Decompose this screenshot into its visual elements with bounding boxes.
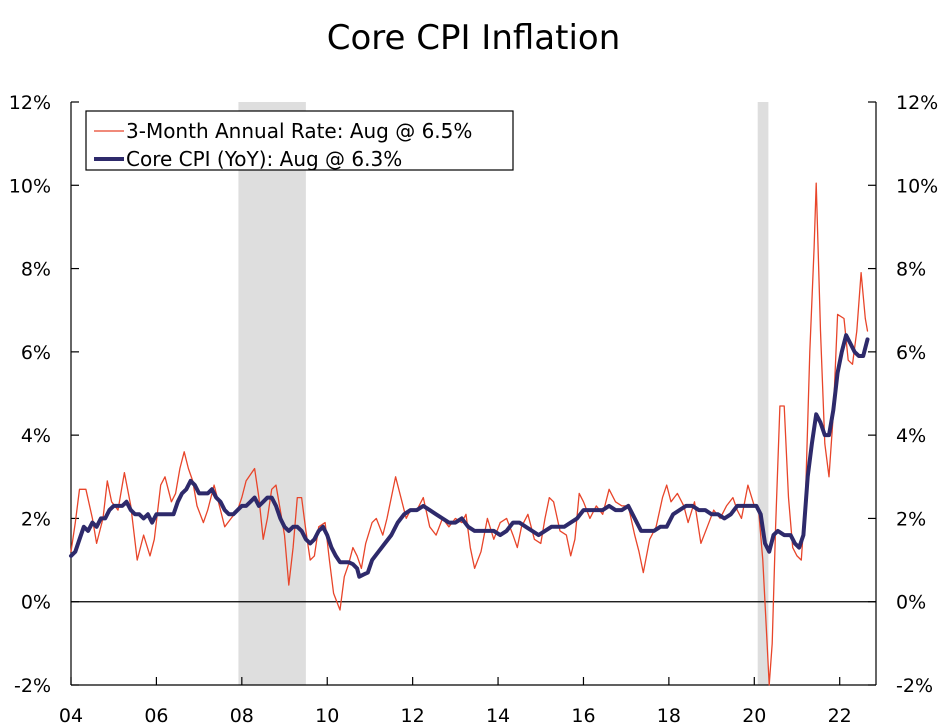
y-tick-label-left: 0% <box>21 592 51 614</box>
legend-label: 3-Month Annual Rate: Aug @ 6.5% <box>126 119 472 143</box>
y-tick-label-right: 10% <box>896 175 938 197</box>
chart-title: Core CPI Inflation <box>326 18 621 58</box>
axes <box>70 102 877 686</box>
x-tick-label: 06 <box>144 705 168 727</box>
y-tick-label-right: 0% <box>896 592 926 614</box>
y-tick-label-left: -2% <box>14 675 51 697</box>
y-tick-label-left: 6% <box>21 342 51 364</box>
y-tick-label-right: 2% <box>896 508 926 530</box>
y-tick-label-left: 8% <box>21 259 51 281</box>
y-tick-label-right: -2% <box>896 675 933 697</box>
x-tick-label: 16 <box>571 705 595 727</box>
series-line-core-cpi-yoy <box>69 333 870 579</box>
y-tick-label-left: 2% <box>21 508 51 530</box>
series-line-3m-annual-rate <box>70 182 869 686</box>
x-tick-label: 20 <box>742 705 766 727</box>
x-tick-label: 14 <box>486 705 510 727</box>
x-tick-label: 04 <box>59 705 83 727</box>
y-tick-label-right: 6% <box>896 342 926 364</box>
recession-band-0 <box>238 102 306 685</box>
series-group <box>69 182 870 686</box>
x-tick-label: 22 <box>828 705 852 727</box>
y-tick-label-left: 10% <box>9 175 51 197</box>
x-tick-label: 10 <box>315 705 339 727</box>
ticks: -2% -2% 0% 0% 2% 2% 4% 4% 6% 6% 8% 8% 10% 10% 12% 12% 04… <box>9 92 938 727</box>
legend: 3-Month Annual Rate: Aug @ 6.5% Core CPI … <box>85 110 514 171</box>
y-tick-label-left: 4% <box>21 425 51 447</box>
recession-band-1 <box>757 102 769 685</box>
recession-bands <box>238 102 769 685</box>
y-tick-label-right: 8% <box>896 259 926 281</box>
x-tick-label: 08 <box>230 705 254 727</box>
x-tick-label: 18 <box>657 705 681 727</box>
x-tick-label: 12 <box>401 705 425 727</box>
legend-box <box>85 110 514 171</box>
y-tick-label-left: 12% <box>9 92 51 114</box>
legend-label: Core CPI (YoY): Aug @ 6.3% <box>126 147 402 171</box>
y-tick-label-right: 12% <box>896 92 938 114</box>
y-tick-label-right: 4% <box>896 425 926 447</box>
